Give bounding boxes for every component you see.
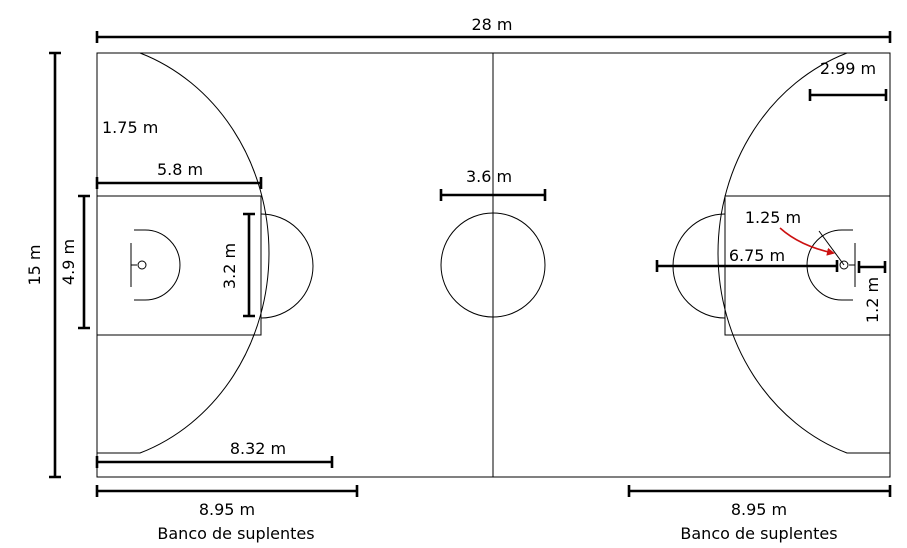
left-basket xyxy=(137,260,147,270)
court-width-label: 15 m xyxy=(25,244,44,285)
dimension-bars xyxy=(49,31,892,497)
right-three-point-line xyxy=(717,52,890,454)
center-circle xyxy=(440,212,546,318)
basket-offset-bar xyxy=(857,261,887,273)
court-length-label: 28 m xyxy=(471,15,512,34)
restricted-radius-label: 1.25 m xyxy=(745,208,801,227)
restricted-radius-pointer xyxy=(779,227,835,256)
left-three-point-line xyxy=(97,52,270,454)
center-circle-bar xyxy=(439,189,547,201)
left-bench-bar xyxy=(95,485,359,497)
right-bench-bar xyxy=(627,485,892,497)
basket-offset-label: 1.2 m xyxy=(863,277,882,323)
labels: 28 m 15 m 1.75 m 5.8 m 4.9 m 3.2 m 3.6 m… xyxy=(25,15,882,543)
width-bar xyxy=(49,51,61,479)
lane-width-bar xyxy=(78,194,90,330)
three-point-radius-bar xyxy=(655,260,839,272)
left-bench-label: Banco de suplentes xyxy=(157,524,314,543)
ft-circle-label: 3.2 m xyxy=(220,243,239,289)
corner-offset-bar xyxy=(808,89,888,101)
right-basket xyxy=(839,260,849,270)
lane-length-bar xyxy=(95,177,263,189)
left-bench-length-label: 8.95 m xyxy=(199,500,255,519)
lane-width-label: 4.9 m xyxy=(59,239,78,285)
left-restricted-area xyxy=(134,229,181,301)
center-circle-label: 3.6 m xyxy=(466,167,512,186)
right-bench-label: Banco de suplentes xyxy=(680,524,837,543)
three-point-extent-label: 8.32 m xyxy=(230,439,286,458)
corner-offset-label: 2.99 m xyxy=(820,59,876,78)
corner-three-label: 1.75 m xyxy=(102,118,158,137)
ft-circle-bar xyxy=(243,212,255,318)
left-key xyxy=(96,195,262,336)
length-bar xyxy=(95,31,892,43)
three-point-radius-label: 6.75 m xyxy=(729,246,785,265)
restricted-radius-line xyxy=(818,230,845,266)
right-bench-length-label: 8.95 m xyxy=(731,500,787,519)
left-free-throw-arc xyxy=(260,213,314,319)
three-point-extent-bar xyxy=(95,456,334,468)
lane-length-label: 5.8 m xyxy=(157,160,203,179)
